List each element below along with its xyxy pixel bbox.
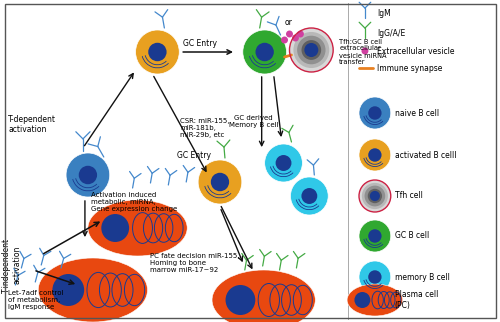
Circle shape	[292, 34, 299, 42]
Text: activated B celll: activated B celll	[394, 150, 456, 159]
Text: GC Entry: GC Entry	[177, 150, 211, 159]
Text: GC Entry: GC Entry	[183, 39, 217, 48]
Circle shape	[264, 144, 302, 182]
Circle shape	[302, 188, 318, 204]
Circle shape	[362, 183, 388, 209]
Circle shape	[368, 148, 382, 162]
Circle shape	[290, 177, 328, 215]
Circle shape	[368, 189, 382, 203]
Text: T-independent
activation: T-independent activation	[2, 237, 21, 293]
Circle shape	[226, 285, 256, 315]
Circle shape	[370, 191, 380, 201]
Text: GC B cell: GC B cell	[394, 232, 429, 241]
Circle shape	[148, 43, 167, 61]
Circle shape	[359, 139, 391, 171]
Circle shape	[368, 229, 382, 243]
Circle shape	[294, 32, 329, 68]
Text: Activation induced
metabolic, miRNA,
Gene expression change: Activation induced metabolic, miRNA, Gen…	[91, 192, 177, 212]
Circle shape	[359, 261, 391, 293]
Text: Extracellular vesicle: Extracellular vesicle	[377, 46, 454, 55]
Circle shape	[297, 31, 304, 37]
Ellipse shape	[38, 258, 148, 322]
Circle shape	[211, 173, 229, 191]
Text: Tfh cell: Tfh cell	[394, 192, 422, 201]
Circle shape	[302, 40, 321, 60]
Text: Immune synapse: Immune synapse	[377, 63, 442, 72]
Circle shape	[368, 106, 382, 120]
Circle shape	[198, 160, 242, 204]
Text: IgG/A/E: IgG/A/E	[377, 29, 405, 37]
Text: GC derived
Memory B cell: GC derived Memory B cell	[229, 115, 278, 128]
Circle shape	[290, 28, 333, 72]
Circle shape	[286, 31, 293, 37]
Ellipse shape	[88, 200, 187, 256]
Circle shape	[362, 48, 368, 54]
Ellipse shape	[212, 270, 316, 322]
Circle shape	[136, 30, 180, 74]
Text: Let-7adf control
of metabolism,
IgM response: Let-7adf control of metabolism, IgM resp…	[8, 290, 64, 310]
Circle shape	[359, 180, 391, 212]
Circle shape	[359, 97, 391, 129]
Circle shape	[276, 155, 291, 171]
Circle shape	[102, 214, 129, 242]
Text: or: or	[284, 17, 292, 26]
Text: naive B cell: naive B cell	[394, 109, 439, 118]
Circle shape	[359, 220, 391, 252]
Ellipse shape	[347, 284, 403, 316]
Text: Tfh:GC B cell
extracellular
vesicle miRNA
transfer: Tfh:GC B cell extracellular vesicle miRN…	[339, 39, 386, 65]
Circle shape	[78, 166, 97, 184]
Circle shape	[256, 43, 274, 61]
Text: memory B cell: memory B cell	[394, 272, 450, 281]
Text: T-dependent
activation: T-dependent activation	[8, 115, 56, 134]
Circle shape	[281, 36, 288, 43]
Circle shape	[243, 30, 286, 74]
Text: Plasma cell
(PC): Plasma cell (PC)	[394, 290, 438, 310]
Circle shape	[354, 292, 370, 308]
Text: IgM: IgM	[377, 8, 390, 17]
Circle shape	[66, 153, 110, 197]
Circle shape	[52, 274, 84, 306]
Circle shape	[364, 185, 385, 206]
Circle shape	[304, 43, 318, 57]
Text: CSR: miR-155,
miR-181b,
miR-29b, etc: CSR: miR-155, miR-181b, miR-29b, etc	[180, 118, 230, 138]
Circle shape	[297, 36, 326, 64]
Text: PC fate decision miR-155,
Homing to bone
marrow miR-17~92: PC fate decision miR-155, Homing to bone…	[150, 253, 240, 273]
Circle shape	[368, 270, 382, 284]
